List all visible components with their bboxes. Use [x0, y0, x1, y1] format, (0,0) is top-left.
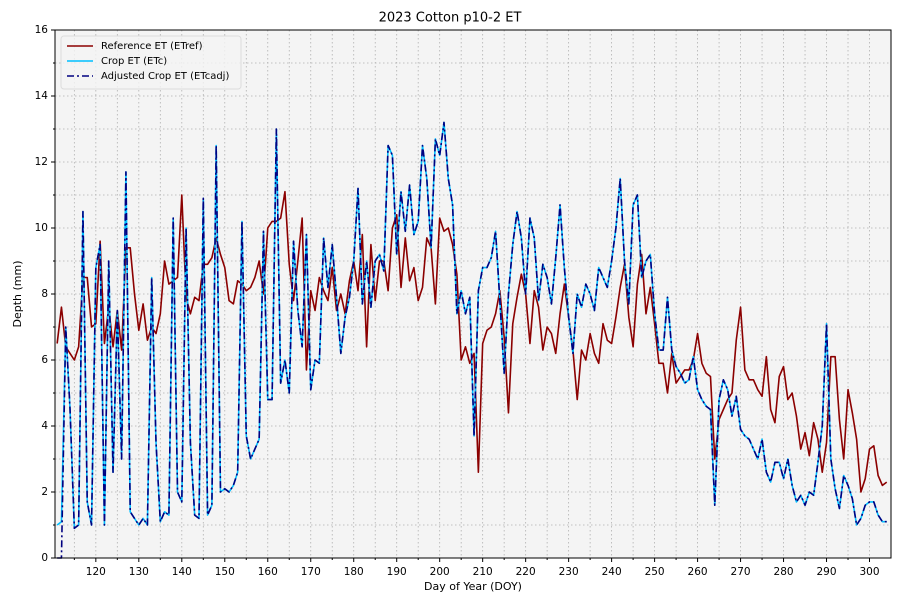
- legend-label: Crop ET (ETc): [101, 56, 167, 67]
- x-tick-label: 250: [645, 566, 665, 578]
- legend: Reference ET (ETref) Crop ET (ETc) Adjuste…: [60, 35, 242, 90]
- x-tick-label: 150: [215, 566, 235, 578]
- x-tick-label: 260: [688, 566, 708, 578]
- series-line: [57, 121, 887, 559]
- x-tick-label: 190: [387, 566, 407, 578]
- x-tick-label: 270: [731, 566, 751, 578]
- y-tick-label: 6: [41, 354, 48, 366]
- y-tick-label: 2: [41, 486, 48, 498]
- x-tick-label: 280: [774, 566, 794, 578]
- x-tick-label: 120: [86, 566, 106, 578]
- y-tick-label: 10: [35, 222, 48, 234]
- y-tick-label: 16: [35, 24, 49, 36]
- x-tick-label: 290: [817, 566, 837, 578]
- y-tick-label: 4: [41, 420, 48, 432]
- x-tick-label: 210: [473, 566, 493, 578]
- x-tick-label: 170: [301, 566, 321, 578]
- chart-title: 2023 Cotton p10-2 ET: [379, 11, 522, 26]
- x-tick-label: 160: [258, 566, 278, 578]
- y-tick-label: 8: [41, 288, 48, 300]
- x-tick-label: 200: [430, 566, 450, 578]
- y-tick-label: 14: [35, 90, 49, 102]
- y-tick-label: 12: [35, 156, 48, 168]
- x-tick-label: 220: [516, 566, 536, 578]
- x-tick-label: 300: [859, 566, 879, 578]
- x-tick-label: 130: [129, 566, 149, 578]
- y-tick-label: 0: [41, 552, 48, 564]
- legend-label: Adjusted Crop ET (ETcadj): [101, 71, 229, 82]
- x-axis-label: Day of Year (DOY): [424, 580, 522, 593]
- y-axis-label: Depth (mm): [11, 260, 24, 327]
- legend-label: Reference ET (ETref): [101, 41, 203, 52]
- plot-frame: [54, 29, 892, 559]
- legend-box: [60, 35, 242, 90]
- x-tick-label: 230: [559, 566, 579, 578]
- x-tick-label: 140: [172, 566, 192, 578]
- x-tick-label: 180: [344, 566, 364, 578]
- x-tick-label: 240: [602, 566, 622, 578]
